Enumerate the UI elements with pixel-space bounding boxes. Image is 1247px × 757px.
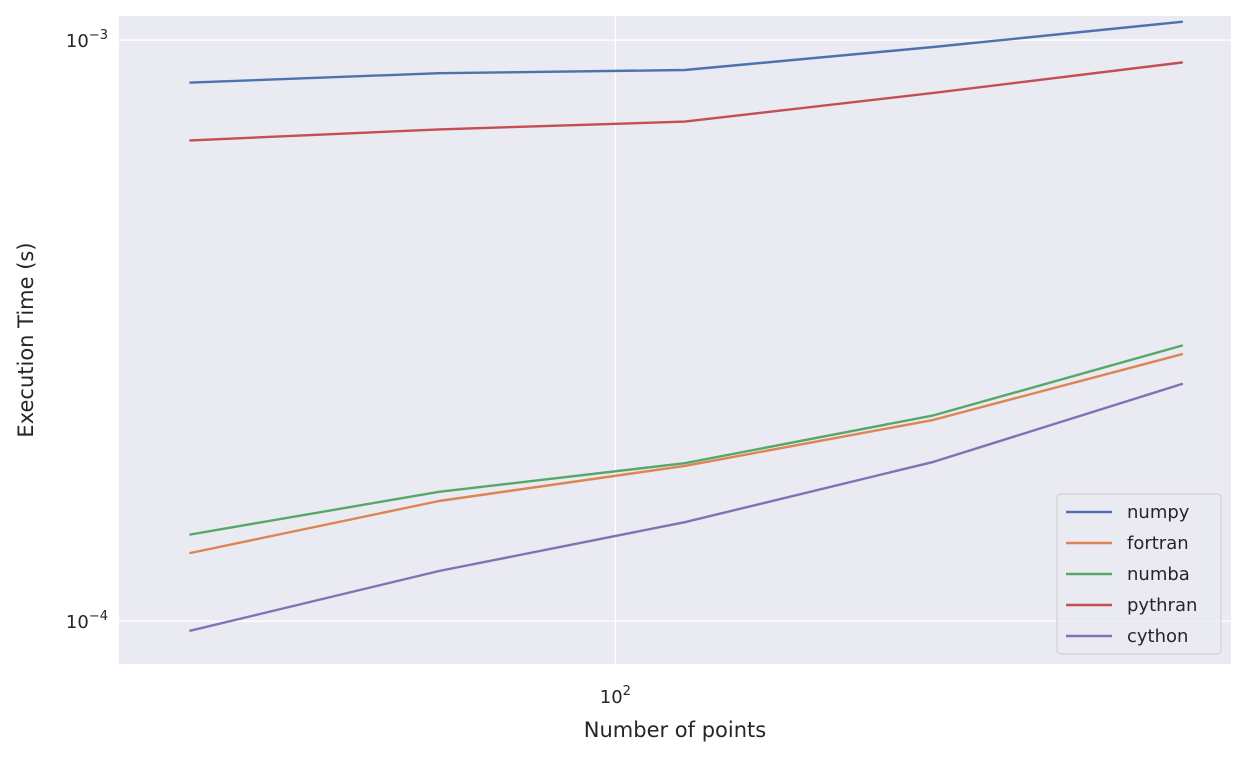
legend-label-numba: numba [1127,564,1190,585]
x-tick-exponent: 2 [623,684,631,699]
x-axis-label: Number of points [584,718,766,742]
legend-label-fortran: fortran [1127,533,1189,554]
legend: numpy fortran numba pythran cython [1056,493,1222,655]
x-tick-label: 102 [600,684,631,708]
y-tick-exponent: −3 [89,28,108,43]
x-tick-base: 10 [600,687,623,708]
plot-area [119,16,1231,664]
y-axis-label: Execution Time (s) [14,242,38,437]
y-tick-label: 10−3 [66,28,108,52]
series-line-fortran [189,353,1184,555]
legend-frame [1056,493,1222,655]
y-tick-base: 10 [66,31,89,52]
legend-label-pythran: pythran [1127,595,1197,616]
y-tick-base: 10 [66,612,89,633]
series-line-cython [189,382,1184,632]
series-line-numba [189,344,1184,536]
series-line-pythran [189,61,1184,142]
legend-label-cython: cython [1127,626,1188,647]
series-line-numpy [189,20,1184,84]
y-tick-exponent: −4 [89,609,108,624]
series-lines [189,20,1184,632]
legend-label-numpy: numpy [1127,502,1190,523]
y-tick-label: 10−4 [66,609,108,633]
